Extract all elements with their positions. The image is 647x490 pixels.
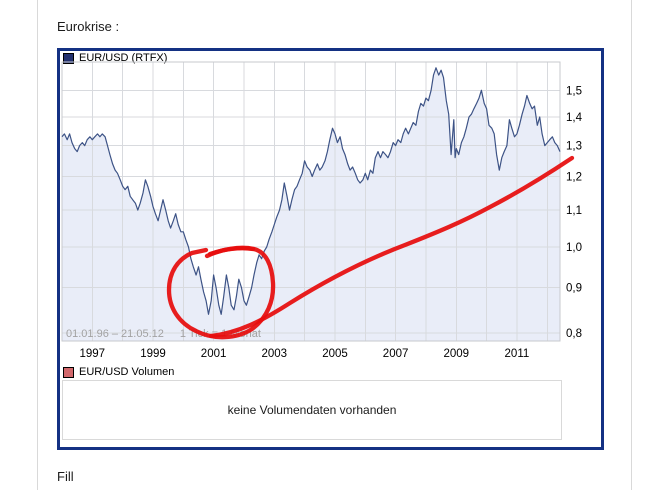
volume-series-legend-label: EUR/USD Volumen — [79, 366, 175, 378]
footer-text: Fill — [57, 469, 74, 484]
right-page-divider — [631, 0, 632, 490]
volume-empty-message: keine Volumendaten vorhanden — [227, 403, 397, 417]
volume-plot-area: keine Volumendaten vorhanden — [62, 380, 562, 440]
price-series-swatch-icon — [63, 52, 74, 64]
left-page-divider — [37, 0, 38, 490]
page-title: Eurokrise : — [57, 19, 120, 34]
chart-panel: EUR/USD (RTFX) EUR/USD Volumen keine Vol… — [57, 48, 604, 450]
price-series-legend-label: EUR/USD (RTFX) — [79, 52, 168, 64]
volume-series-legend: EUR/USD Volumen — [63, 366, 174, 378]
price-series-legend: EUR/USD (RTFX) — [63, 52, 167, 64]
volume-series-swatch-icon — [63, 366, 74, 378]
